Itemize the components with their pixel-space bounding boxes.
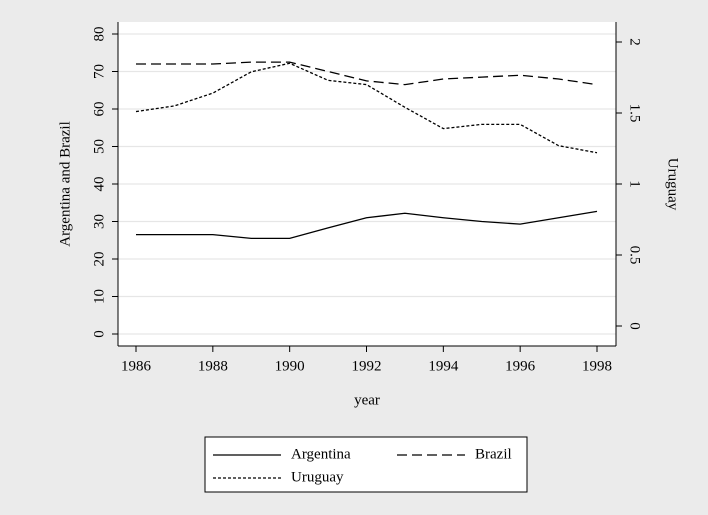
legend-box [204,436,528,493]
y2-axis-label: Uruguay [665,158,681,211]
x-tick-label: 1998 [582,358,612,374]
y-tick-label: 80 [91,27,107,42]
x-tick-label: 1990 [275,358,305,374]
y-tick-label: 40 [91,177,107,192]
x-axis-label: year [354,392,380,408]
series-line [136,210,598,240]
y-tick-label: 10 [91,289,107,304]
y-axis-label: Argentina and Brazil [57,121,73,247]
y2-tick-label: 2 [627,38,643,46]
legend-label: Uruguay [291,469,344,485]
x-tick-label: 1986 [121,358,152,374]
legend-label: Brazil [475,446,512,462]
x-tick-label: 1992 [352,358,382,374]
y-tick-label: 20 [91,252,107,267]
x-tick-label: 1988 [198,358,228,374]
x-tick-label: 1994 [428,358,459,374]
y2-tick-label: 1 [627,180,643,188]
y2-tick-label: 1.5 [627,104,643,123]
y-tick-label: 60 [91,102,107,117]
y-tick-label: 50 [91,139,107,154]
legend-label: Argentina [291,446,351,462]
y2-tick-label: 0 [627,322,643,330]
y2-tick-label: 0.5 [627,246,643,265]
series-line [136,61,598,86]
x-tick-label: 1996 [505,358,536,374]
y-tick-label: 70 [91,64,107,79]
y-tick-label: 30 [91,214,107,229]
y-tick-label: 0 [91,330,107,338]
